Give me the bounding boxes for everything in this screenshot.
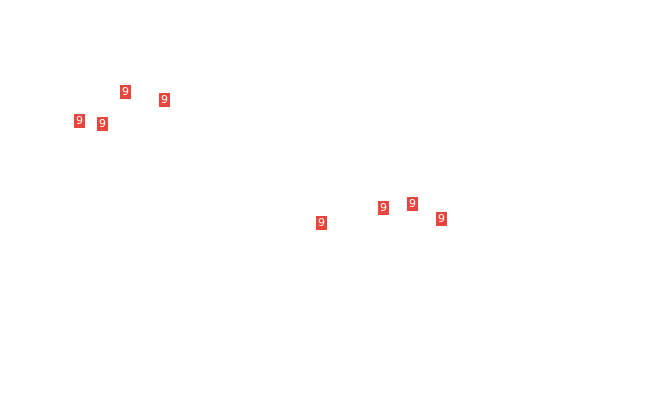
map-marker[interactable]: 9: [378, 201, 389, 215]
map-marker[interactable]: 9: [74, 114, 85, 128]
map-marker[interactable]: 9: [407, 197, 418, 211]
map-marker[interactable]: 9: [159, 93, 170, 107]
map-marker[interactable]: 9: [97, 117, 108, 131]
map-marker[interactable]: 9: [436, 212, 447, 226]
map-marker[interactable]: 9: [120, 85, 131, 99]
map-marker[interactable]: 9: [316, 216, 327, 230]
